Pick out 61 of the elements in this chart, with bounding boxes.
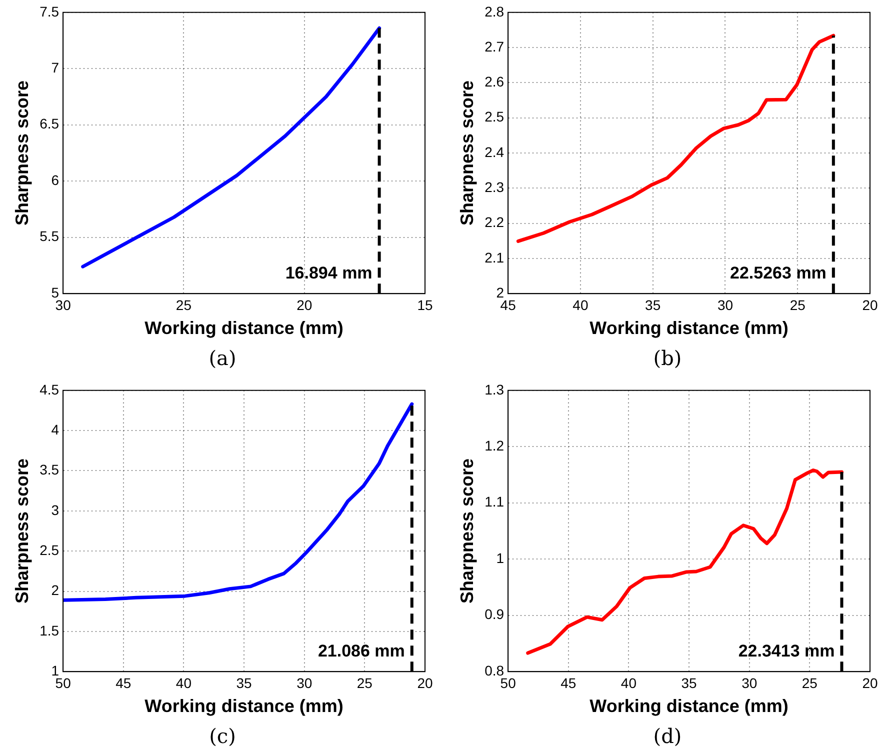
x-tick-label: 20 xyxy=(862,296,878,313)
y-tick-label: 1.3 xyxy=(484,381,504,398)
y-tick-label: 3.5 xyxy=(40,462,60,478)
y-tick-label: 1.1 xyxy=(484,494,504,510)
x-tick-label: 40 xyxy=(572,296,588,313)
x-axis-title: Working distance (mm) xyxy=(590,318,788,338)
x-tick-label: 20 xyxy=(296,296,312,313)
y-tick-label: 2.8 xyxy=(484,3,504,20)
x-tick-label: 30 xyxy=(717,296,734,313)
ref-line-label: 22.3413 mm xyxy=(738,641,835,660)
ref-line-label: 21.086 mm xyxy=(318,641,405,660)
x-tick-label: 45 xyxy=(116,674,132,691)
x-tick-label: 35 xyxy=(236,674,252,691)
x-tick-label: 45 xyxy=(560,674,576,691)
x-tick-label: 20 xyxy=(417,674,433,691)
y-tick-label: 2.7 xyxy=(484,38,504,54)
y-tick-label: 6 xyxy=(51,172,60,188)
y-tick-label: 2.6 xyxy=(484,74,504,90)
y-tick-label: 2 xyxy=(51,582,60,598)
y-tick-label: 2.4 xyxy=(484,144,504,160)
y-tick-label: 5.5 xyxy=(40,228,60,244)
x-axis-title: Working distance (mm) xyxy=(144,696,344,716)
y-tick-label: 2.3 xyxy=(484,179,504,196)
y-tick-label: 2.5 xyxy=(484,108,504,125)
x-tick-label: 35 xyxy=(645,296,661,313)
y-axis-title: Sharpness score xyxy=(456,80,477,226)
y-tick-label: 2.5 xyxy=(40,542,60,558)
y-axis-title: Sharpness score xyxy=(12,458,32,604)
text: (c) xyxy=(208,723,237,750)
x-tick-label: 25 xyxy=(356,674,373,691)
y-tick-label: 1.5 xyxy=(40,622,60,638)
x-tick-label: 15 xyxy=(417,296,433,313)
y-tick-label: 2.2 xyxy=(484,214,504,230)
ref-line-label: 16.894 mm xyxy=(285,263,372,282)
y-tick-label: 1.2 xyxy=(484,438,504,454)
y-tick-label: 6.5 xyxy=(40,116,60,132)
x-tick-label: 20 xyxy=(862,674,878,691)
x-axis-title: Working distance (mm) xyxy=(590,696,788,716)
y-tick-label: 1 xyxy=(496,550,504,566)
x-tick-label: 40 xyxy=(620,674,637,691)
x-tick-label: 25 xyxy=(802,674,818,691)
x-tick-label: 35 xyxy=(681,674,698,691)
text: (a) xyxy=(208,345,238,372)
y-tick-label: 7.5 xyxy=(40,3,60,20)
x-axis-title: Working distance (mm) xyxy=(144,318,344,338)
y-tick-label: 2.1 xyxy=(484,249,504,266)
x-tick-label: 30 xyxy=(296,674,312,691)
y-axis-title: Sharpness score xyxy=(12,80,32,226)
y-tick-label: 0.9 xyxy=(484,606,504,622)
text: (d) xyxy=(652,723,683,750)
x-tick-label: 25 xyxy=(790,296,806,313)
y-tick-label: 7 xyxy=(51,60,60,76)
y-tick-label: 3 xyxy=(51,502,60,518)
y-axis-title: Sharpness score xyxy=(456,458,477,604)
y-tick-label: 4.5 xyxy=(40,381,60,398)
text: (b) xyxy=(652,345,683,372)
x-tick-label: 40 xyxy=(176,674,192,691)
ref-line-label: 22.5263 mm xyxy=(730,263,826,282)
y-tick-label: 4 xyxy=(51,421,60,438)
x-tick-label: 30 xyxy=(742,674,758,691)
x-tick-label: 25 xyxy=(176,296,192,313)
